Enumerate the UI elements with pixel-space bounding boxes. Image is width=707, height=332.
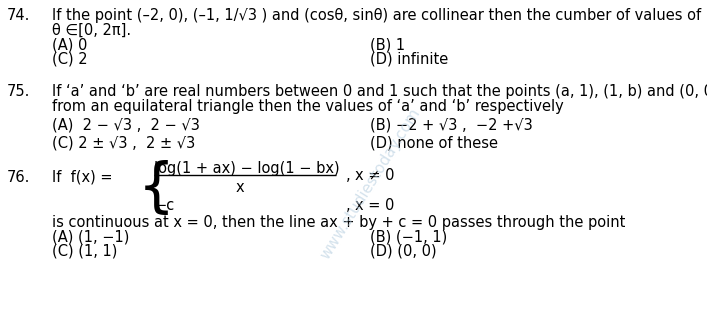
Text: log(1 + ax) − log(1 − bx): log(1 + ax) − log(1 − bx): [154, 161, 339, 176]
Text: ,: ,: [346, 198, 351, 213]
Text: θ ∈[0, 2π].: θ ∈[0, 2π].: [52, 23, 131, 38]
Text: (C) 2: (C) 2: [52, 51, 88, 66]
Text: {: {: [138, 160, 175, 217]
Text: (A) 0: (A) 0: [52, 37, 88, 52]
Text: (A) (1, −1): (A) (1, −1): [52, 230, 129, 245]
Text: x = 0: x = 0: [355, 198, 395, 213]
Text: 75.: 75.: [7, 84, 30, 99]
Text: 76.: 76.: [7, 170, 30, 185]
Text: is continuous at x = 0, then the line ax + by + c = 0 passes through the point: is continuous at x = 0, then the line ax…: [52, 215, 626, 230]
Text: If ‘a’ and ‘b’ are real numbers between 0 and 1 such that the points (a, 1), (1,: If ‘a’ and ‘b’ are real numbers between …: [52, 84, 707, 99]
Text: If  f(x) =: If f(x) =: [52, 170, 117, 185]
Text: (C) (1, 1): (C) (1, 1): [52, 244, 117, 259]
Text: 74.: 74.: [7, 8, 30, 23]
Text: (B) 1: (B) 1: [370, 37, 405, 52]
Text: x: x: [236, 180, 245, 195]
Text: ,: ,: [346, 168, 351, 183]
Text: (D) none of these: (D) none of these: [370, 135, 498, 150]
Text: (B) −2 + √3 ,  −2 +√3: (B) −2 + √3 , −2 +√3: [370, 117, 533, 132]
Text: www.studiestoday.com: www.studiestoday.com: [317, 106, 423, 262]
Text: from an equilateral triangle then the values of ‘a’ and ‘b’ respectively: from an equilateral triangle then the va…: [52, 99, 563, 114]
Text: If the point (–2, 0), (–1, 1/√3 ) and (cosθ, sinθ) are collinear then the cumber: If the point (–2, 0), (–1, 1/√3 ) and (c…: [52, 8, 701, 23]
Text: −c: −c: [154, 198, 174, 213]
Text: (D) infinite: (D) infinite: [370, 51, 448, 66]
Text: x ≠ 0: x ≠ 0: [355, 168, 395, 183]
Text: (C) 2 ± √3 ,  2 ± √3: (C) 2 ± √3 , 2 ± √3: [52, 135, 195, 150]
Text: (D) (0, 0): (D) (0, 0): [370, 244, 437, 259]
Text: (A)  2 − √3 ,  2 − √3: (A) 2 − √3 , 2 − √3: [52, 117, 200, 132]
Text: (B) (−1, 1): (B) (−1, 1): [370, 230, 448, 245]
